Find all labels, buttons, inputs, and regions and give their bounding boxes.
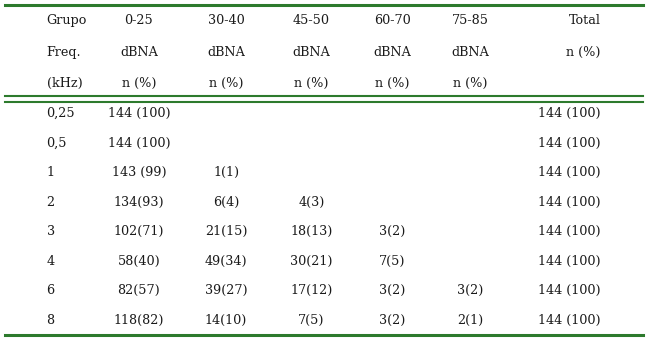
- Text: dBNA: dBNA: [207, 45, 245, 59]
- Text: 102(71): 102(71): [114, 225, 164, 238]
- Text: 3: 3: [47, 225, 55, 238]
- Text: 2: 2: [47, 196, 55, 209]
- Text: 60-70: 60-70: [374, 14, 410, 27]
- Text: 2(1): 2(1): [457, 314, 483, 327]
- Text: 4(3): 4(3): [298, 196, 324, 209]
- Text: 58(40): 58(40): [118, 255, 160, 268]
- Text: n (%): n (%): [453, 77, 488, 90]
- Text: dBNA: dBNA: [120, 45, 158, 59]
- Text: 7(5): 7(5): [298, 314, 325, 327]
- Text: dBNA: dBNA: [373, 45, 411, 59]
- Text: 49(34): 49(34): [205, 255, 247, 268]
- Text: dBNA: dBNA: [293, 45, 330, 59]
- Text: 6: 6: [47, 284, 55, 297]
- Text: 4: 4: [47, 255, 55, 268]
- Text: n (%): n (%): [567, 45, 601, 59]
- Text: n (%): n (%): [294, 77, 329, 90]
- Text: 1(1): 1(1): [213, 166, 239, 179]
- Text: n (%): n (%): [209, 77, 244, 90]
- Text: 0,25: 0,25: [47, 107, 75, 120]
- Text: 144 (100): 144 (100): [538, 255, 601, 268]
- Text: Grupo: Grupo: [47, 14, 87, 27]
- Text: 75-85: 75-85: [452, 14, 489, 27]
- Text: 82(57): 82(57): [118, 284, 160, 297]
- Text: 144 (100): 144 (100): [108, 107, 170, 120]
- Text: 1: 1: [47, 166, 54, 179]
- Text: (kHz): (kHz): [47, 77, 82, 90]
- Text: Total: Total: [568, 14, 601, 27]
- Text: 144 (100): 144 (100): [538, 225, 601, 238]
- Text: 0-25: 0-25: [125, 14, 153, 27]
- Text: 144 (100): 144 (100): [108, 137, 170, 150]
- Text: 6(4): 6(4): [213, 196, 239, 209]
- Text: 3(2): 3(2): [379, 314, 405, 327]
- Text: 118(82): 118(82): [114, 314, 164, 327]
- Text: 18(13): 18(13): [290, 225, 333, 238]
- Text: 39(27): 39(27): [205, 284, 247, 297]
- Text: 0,5: 0,5: [47, 137, 67, 150]
- Text: 3(2): 3(2): [379, 225, 405, 238]
- Text: 14(10): 14(10): [205, 314, 247, 327]
- Text: 144 (100): 144 (100): [538, 196, 601, 209]
- Text: n (%): n (%): [121, 77, 156, 90]
- Text: 45-50: 45-50: [293, 14, 330, 27]
- Text: 144 (100): 144 (100): [538, 284, 601, 297]
- Text: 143 (99): 143 (99): [112, 166, 166, 179]
- Text: Freq.: Freq.: [47, 45, 81, 59]
- Text: 8: 8: [47, 314, 55, 327]
- Text: 144 (100): 144 (100): [538, 107, 601, 120]
- Text: 134(93): 134(93): [114, 196, 164, 209]
- Text: 7(5): 7(5): [379, 255, 406, 268]
- Text: 30(21): 30(21): [290, 255, 333, 268]
- Text: 30-40: 30-40: [208, 14, 244, 27]
- Text: n (%): n (%): [375, 77, 410, 90]
- Text: 144 (100): 144 (100): [538, 314, 601, 327]
- Text: 17(12): 17(12): [290, 284, 333, 297]
- Text: 144 (100): 144 (100): [538, 137, 601, 150]
- Text: 3(2): 3(2): [457, 284, 483, 297]
- Text: 3(2): 3(2): [379, 284, 405, 297]
- Text: dBNA: dBNA: [452, 45, 489, 59]
- Text: 21(15): 21(15): [205, 225, 247, 238]
- Text: 144 (100): 144 (100): [538, 166, 601, 179]
